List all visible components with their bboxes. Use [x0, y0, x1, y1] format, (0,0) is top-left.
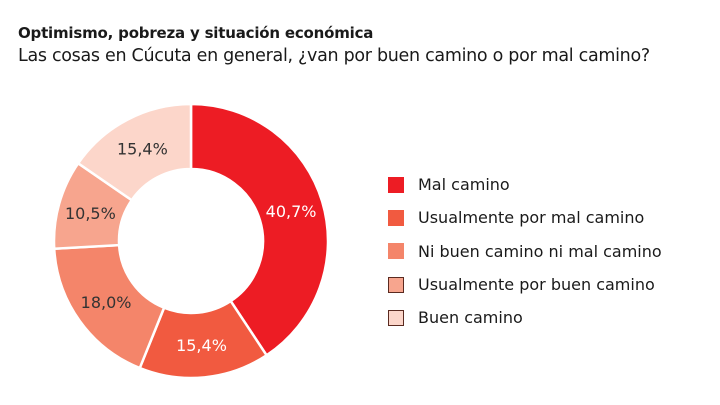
data-label: 10,5% [65, 204, 116, 223]
legend-swatch [388, 243, 404, 260]
legend-swatch [388, 176, 404, 193]
legend-label: Ni buen camino ni mal camino [418, 241, 662, 261]
legend-item: Ni buen camino ni mal camino [388, 235, 662, 268]
donut-slice [189, 102, 330, 358]
legend-swatch [388, 209, 404, 226]
chart-subtitle: Las cosas en Cúcuta en general, ¿van por… [18, 46, 650, 66]
legend-swatch [388, 276, 404, 293]
legend-item: Mal camino [388, 168, 662, 201]
data-label: 40,7% [266, 202, 317, 221]
legend-item: Usualmente por mal camino [388, 201, 662, 234]
data-label: 18,0% [81, 293, 132, 312]
legend-label: Usualmente por mal camino [418, 208, 645, 228]
data-label: 15,4% [117, 139, 168, 158]
legend-label: Buen camino [418, 308, 523, 328]
legend-label: Usualmente por buen camino [418, 275, 655, 295]
chart-title: Optimismo, pobreza y situación económica [18, 24, 374, 42]
legend-item: Buen camino [388, 301, 662, 334]
data-label: 15,4% [176, 336, 227, 355]
legend-label: Mal camino [418, 175, 510, 195]
legend-item: Usualmente por buen camino [388, 268, 662, 301]
legend: Mal camino Usualmente por mal camino Ni bu… [388, 168, 662, 334]
legend-swatch [388, 309, 404, 326]
donut-slice [76, 102, 193, 202]
